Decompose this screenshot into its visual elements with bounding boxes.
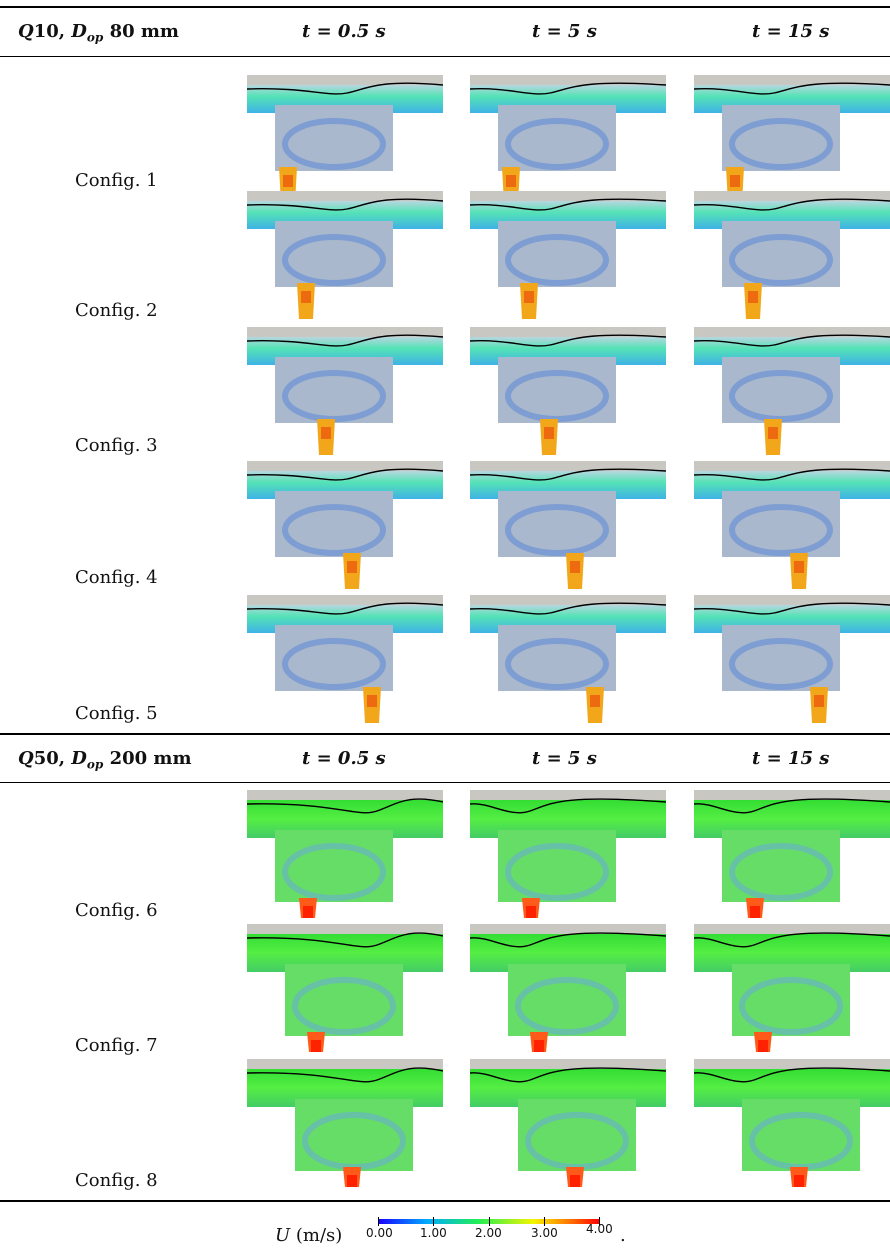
bottom-rule	[0, 1200, 890, 1202]
section2-time-1: t = 0.5 s	[302, 748, 386, 769]
section1-time-2-text: t = 5 s	[532, 21, 597, 42]
flow-panel-config-3-time-2	[470, 327, 666, 457]
colorbar-tick-0: 0.00	[366, 1226, 393, 1240]
flow-panel-config-8-time-3	[694, 1059, 890, 1189]
section-divider	[0, 733, 890, 735]
section1-q-label: Q	[18, 21, 34, 42]
flow-panel-config-6-time-1	[247, 790, 443, 920]
section2-q-label: Q	[18, 748, 34, 769]
config-label-5: Config. 5	[75, 703, 158, 724]
flow-panel-config-3-time-3	[694, 327, 890, 457]
section2-time-2: t = 5 s	[532, 748, 597, 769]
flow-panel-config-2-time-1	[247, 191, 443, 321]
section2-d-label: D	[71, 748, 87, 769]
section1-time-1-text: t = 0.5 s	[302, 21, 386, 42]
colorbar-trailing-period: .	[620, 1225, 626, 1246]
section1-header: Q10, Dop 80 mm	[18, 21, 179, 45]
flow-panel-config-6-time-2	[470, 790, 666, 920]
section2-d-sub: op	[86, 757, 104, 772]
flow-panel-config-7-time-1	[247, 924, 443, 1054]
section2-time-3-text: t = 15 s	[752, 748, 830, 769]
section1-d-sub: op	[86, 30, 104, 45]
config-label-1: Config. 1	[75, 170, 158, 191]
flow-panel-config-2-time-3	[694, 191, 890, 321]
section1-header-rule	[0, 56, 890, 57]
section2-time-2-text: t = 5 s	[532, 748, 597, 769]
colorbar-tick-3: 3.00	[531, 1226, 558, 1240]
flow-panel-config-6-time-3	[694, 790, 890, 920]
top-rule	[0, 6, 890, 8]
flow-panel-config-7-time-2	[470, 924, 666, 1054]
flow-panel-config-1-time-3	[694, 75, 890, 205]
colorbar-tick-2: 2.00	[475, 1226, 502, 1240]
section2-time-1-text: t = 0.5 s	[302, 748, 386, 769]
flow-panel-config-4-time-1	[247, 461, 443, 591]
colorbar-label: U (m/s)	[275, 1225, 342, 1246]
section2-header-rule	[0, 782, 890, 783]
config-label-4: Config. 4	[75, 567, 158, 588]
config-label-8: Config. 8	[75, 1170, 158, 1191]
colorbar-gradient	[378, 1217, 600, 1226]
flow-panel-config-3-time-1	[247, 327, 443, 457]
colorbar-tick-1: 1.00	[420, 1226, 447, 1240]
section1-time-3: t = 15 s	[752, 21, 829, 42]
colorbar	[378, 1214, 600, 1226]
section1-time-3-text: t = 15 s	[752, 21, 830, 42]
flow-panel-config-5-time-1	[247, 595, 443, 725]
flow-panel-config-5-time-3	[694, 595, 890, 725]
flow-panel-config-8-time-2	[470, 1059, 666, 1189]
flow-panel-config-5-time-2	[470, 595, 666, 725]
section1-time-2: t = 5 s	[532, 21, 597, 42]
flow-panel-config-4-time-2	[470, 461, 666, 591]
config-label-2: Config. 2	[75, 300, 158, 321]
flow-panel-config-1-time-1	[247, 75, 443, 205]
config-label-3: Config. 3	[75, 435, 158, 456]
section2-header: Q50, Dop 200 mm	[18, 748, 192, 772]
colorbar-unit: (m/s)	[290, 1225, 343, 1246]
flow-panel-config-7-time-3	[694, 924, 890, 1054]
section2-size: 200 mm	[103, 748, 192, 769]
colorbar-tick-4: 4.00	[586, 1222, 613, 1236]
config-label-6: Config. 6	[75, 900, 158, 921]
section1-time-1: t = 0.5 s	[302, 21, 386, 42]
section1-d-label: D	[71, 21, 87, 42]
config-label-7: Config. 7	[75, 1035, 158, 1056]
flow-panel-config-4-time-3	[694, 461, 890, 591]
section2-time-3: t = 15 s	[752, 748, 829, 769]
flow-panel-config-2-time-2	[470, 191, 666, 321]
flow-panel-config-1-time-2	[470, 75, 666, 205]
section2-q-num: 50,	[33, 748, 72, 769]
section1-q-num: 10,	[33, 21, 72, 42]
section1-size: 80 mm	[103, 21, 179, 42]
colorbar-var: U	[275, 1225, 291, 1246]
flow-panel-config-8-time-1	[247, 1059, 443, 1189]
